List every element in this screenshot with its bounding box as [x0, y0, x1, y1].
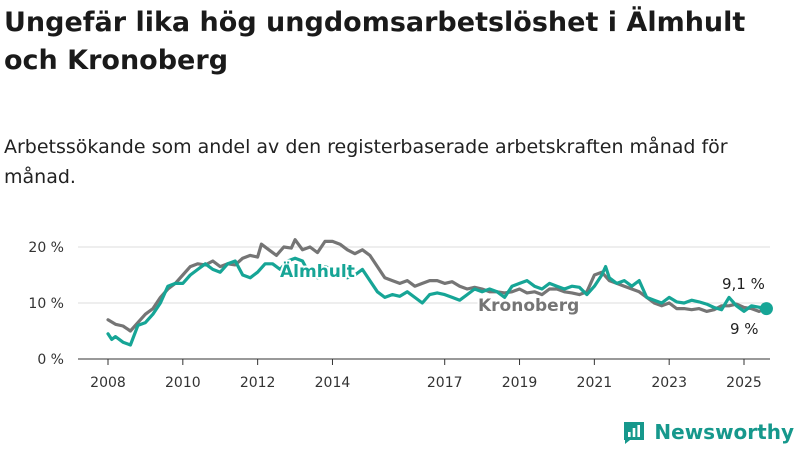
- x-tick-label: 2012: [240, 375, 276, 391]
- newsworthy-chart-logo-icon: [624, 422, 645, 444]
- x-axis: 2008 2010 2012 2014 2017 2019 2021 2023 2025: [78, 358, 770, 391]
- series-line-kronoberg: [106, 238, 768, 333]
- y-axis-ticks: 0 % 10 % 20 %: [28, 240, 64, 368]
- series-labels: Älmhult Kronoberg 9,1 % 9 %: [278, 258, 765, 338]
- series-label-almhult: Älmhult: [280, 260, 355, 282]
- x-tick-label: 2010: [165, 375, 201, 391]
- y-tick-label: 10 %: [28, 296, 64, 312]
- brand-name: Newsworthy: [654, 420, 794, 444]
- kronoberg-end-value: 9,1 %: [722, 275, 765, 293]
- x-tick-label: 2014: [315, 375, 351, 391]
- x-tick-label: 2021: [577, 375, 613, 391]
- y-tick-label: 0 %: [37, 352, 64, 368]
- almhult-end-value: 9 %: [730, 320, 759, 338]
- x-tick-label: 2017: [427, 375, 463, 391]
- series-lines: [106, 238, 773, 347]
- x-tick-label: 2025: [726, 375, 762, 391]
- x-tick-label: 2023: [651, 375, 687, 391]
- y-tick-label: 20 %: [28, 240, 64, 256]
- newsworthy-brand: Newsworthy: [622, 420, 794, 444]
- series-label-kronoberg: Kronoberg: [478, 296, 579, 316]
- x-tick-label: 2008: [90, 375, 126, 391]
- chart-title: Ungefär lika hög ungdomsarbetslöshet i Ä…: [4, 7, 746, 76]
- series-line-almhult: [106, 256, 768, 347]
- x-tick-label: 2019: [502, 375, 538, 391]
- almhult-end-point: [759, 302, 773, 316]
- chart-subtitle: Arbetssökande som andel av den registerb…: [4, 136, 728, 188]
